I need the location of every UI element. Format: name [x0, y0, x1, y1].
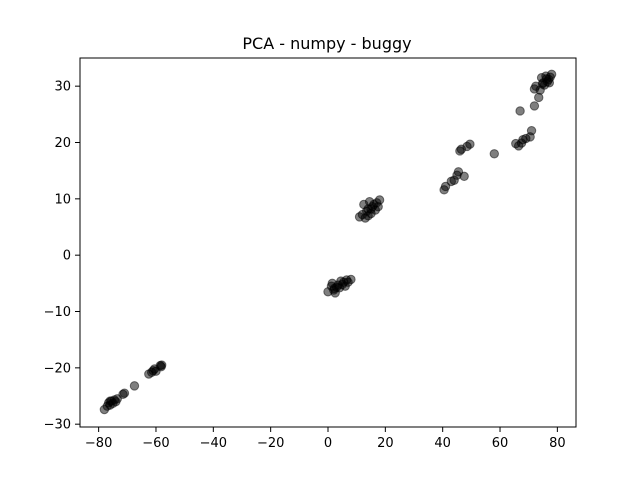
data-point [156, 362, 166, 372]
data-point [489, 149, 499, 159]
x-tick-label: 80 [549, 436, 566, 451]
x-tick-label: −40 [200, 436, 227, 451]
data-point [329, 283, 340, 294]
x-tick-label: −80 [85, 436, 112, 451]
data-point [526, 125, 537, 136]
x-tick-label: −60 [142, 436, 169, 451]
data-point [374, 195, 385, 205]
y-tick-label: 20 [54, 136, 71, 151]
y-tick-label: 10 [54, 192, 71, 207]
y-tick-label: −20 [44, 361, 71, 376]
points-layer [99, 69, 557, 415]
data-point [366, 204, 376, 214]
x-tick-label: 40 [434, 436, 451, 451]
x-axis-ticks: −80 −60 −40 −20 0 20 40 60 80 [85, 427, 566, 451]
x-tick-label: 60 [492, 436, 509, 451]
x-tick-label: 0 [324, 436, 332, 451]
chart-title: PCA - numpy - buggy [242, 34, 411, 53]
data-point [529, 101, 540, 111]
data-point [346, 274, 356, 285]
plot-frame [79, 57, 577, 428]
data-point [515, 106, 525, 116]
x-tick-label: −20 [257, 436, 284, 451]
data-point [544, 78, 555, 88]
y-tick-label: −10 [44, 305, 71, 320]
data-point [129, 381, 140, 391]
y-tick-label: 30 [54, 80, 71, 95]
x-tick-label: 20 [377, 436, 394, 451]
y-tick-label: −30 [44, 418, 71, 433]
data-point [119, 388, 130, 398]
data-point [459, 171, 469, 182]
y-axis-ticks: −30 −20 −10 0 10 20 30 [44, 80, 80, 433]
data-point [105, 396, 115, 406]
y-tick-label: 0 [63, 249, 71, 264]
data-point [465, 139, 475, 149]
